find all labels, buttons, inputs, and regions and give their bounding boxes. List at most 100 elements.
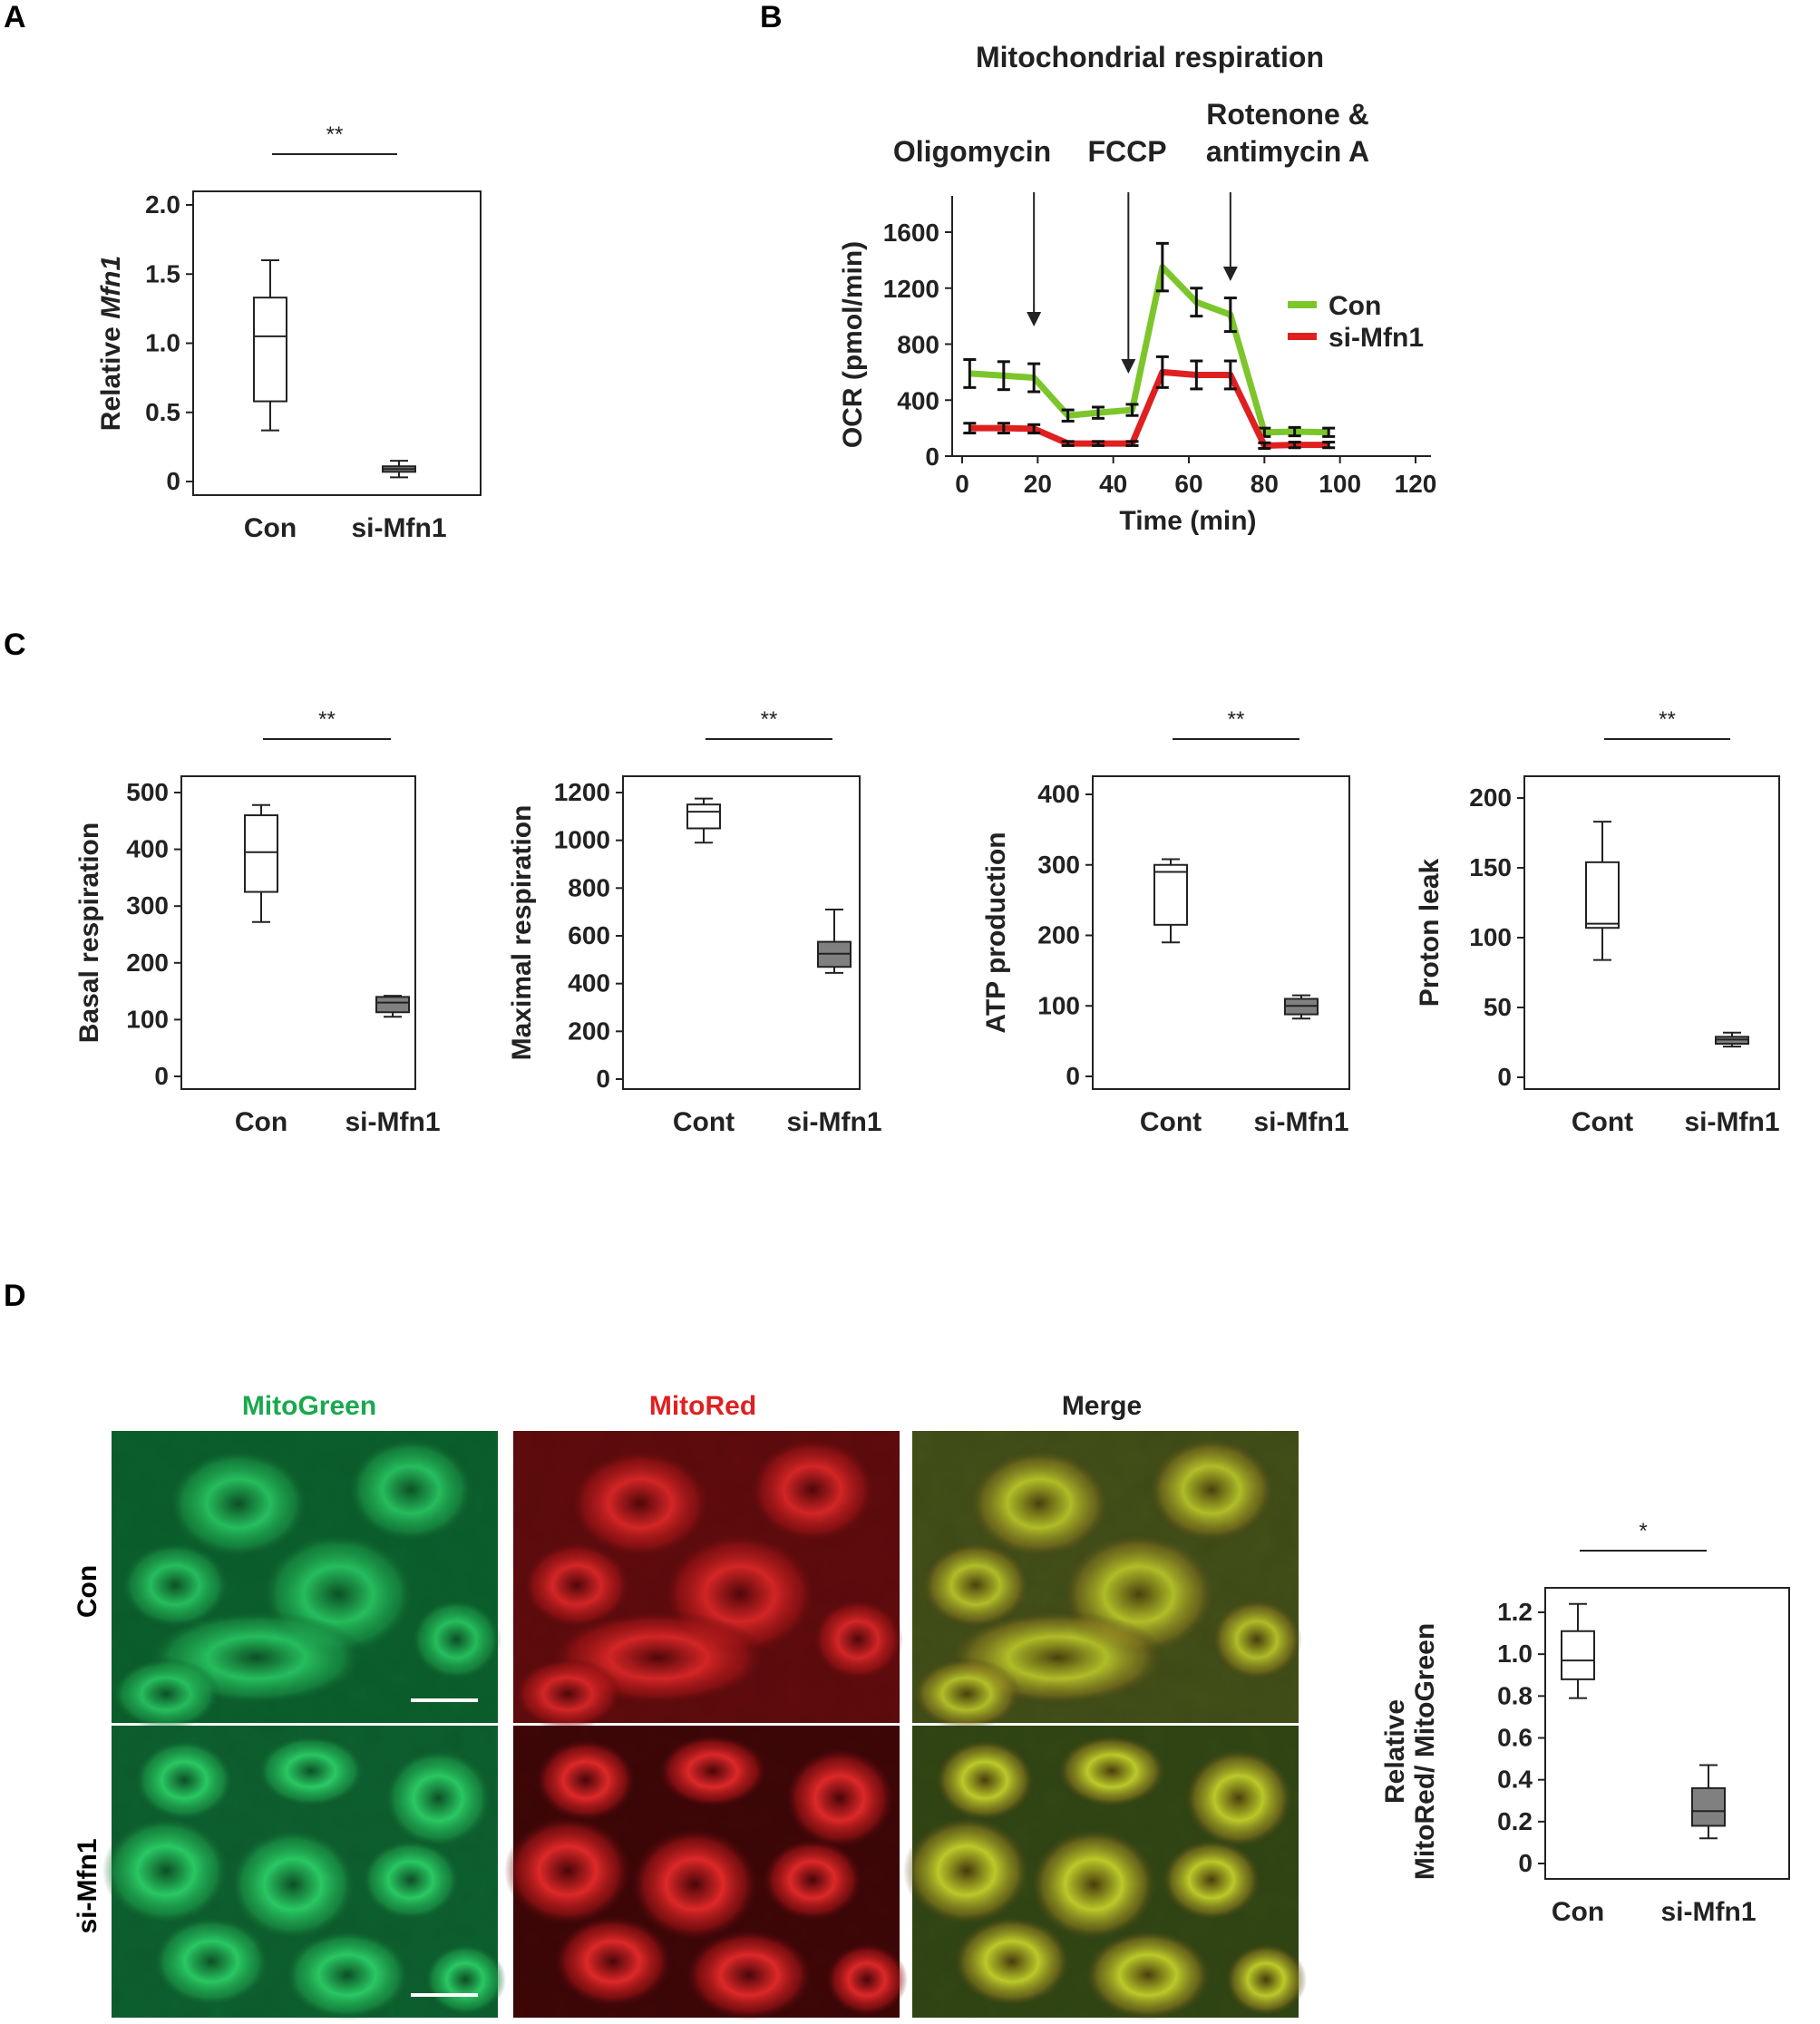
y-axis-label-line1: Relative: [1380, 1699, 1410, 1804]
series-line: [969, 368, 1329, 449]
y-tick-label: 0: [596, 1065, 610, 1093]
micrograph-merge-con: [912, 1431, 1302, 1730]
box: [244, 814, 278, 893]
category-label: si-Mfn1: [1661, 1897, 1757, 1927]
arrow-head: [1027, 312, 1042, 326]
category-label: si-Mfn1: [346, 1107, 441, 1137]
y-tick-label: 100: [126, 1005, 169, 1033]
y-tick-label: 0: [1066, 1062, 1080, 1090]
plot-frame: [622, 775, 861, 1090]
plot-frame: [1523, 775, 1780, 1090]
significance-stars: **: [1228, 707, 1245, 732]
panel-label-a: A: [4, 0, 26, 34]
y-axis-label-line2: MitoRed/ MitoGreen: [1410, 1623, 1440, 1880]
category-label: si-Mfn1: [1685, 1107, 1780, 1137]
y-tick-label: 150: [1469, 853, 1512, 881]
y-tick-label: 50: [1484, 993, 1512, 1021]
y-tick-label: 800: [568, 873, 610, 901]
micrograph-mitogreen-si-mfn1: [102, 1726, 506, 2020]
category-label: Con: [1552, 1897, 1604, 1927]
y-tick-label: 1000: [554, 826, 610, 854]
plot-frame: [192, 190, 482, 496]
row-label-con: Con: [73, 1565, 102, 1618]
panel-label-d: D: [4, 1279, 26, 1313]
y-tick-label: 800: [897, 331, 939, 359]
arrow-head: [1222, 267, 1238, 281]
y-tick-label: 1.0: [145, 329, 180, 357]
x-tick-label: 60: [1174, 470, 1202, 498]
scale-bar: [411, 1698, 478, 1702]
y-tick-label: 1.2: [1497, 1598, 1533, 1626]
panel-label-b: B: [760, 0, 783, 34]
injection-label: Rotenone &: [1206, 98, 1369, 131]
chart-basal-respiration: 0 100 200 300 400 500 Con si-Mfn1 ** Basal respir…: [74, 707, 441, 1137]
y-tick-label: 0: [154, 1062, 169, 1090]
chart-relative-mfn1: 0 0.5 1.0 1.5 2.0 Con si-Mfn1 ** Relative Mfn1: [96, 122, 482, 543]
y-tick-label: 400: [126, 835, 169, 863]
legend-label: si-Mfn1: [1329, 323, 1424, 353]
chart-title: Mitochondrial respiration: [976, 41, 1324, 73]
y-tick-label: 0: [1497, 1063, 1512, 1091]
y-tick-label: 0.5: [145, 398, 180, 426]
significance-stars: *: [1639, 1519, 1647, 1543]
y-tick-label: 0.6: [1497, 1724, 1533, 1752]
category-label: Con: [244, 513, 297, 543]
y-tick-label: 2.0: [145, 190, 180, 219]
y-tick-label: 1600: [883, 219, 939, 247]
micrograph-texture: [912, 1431, 1299, 1723]
y-tick-label: 0: [166, 467, 180, 495]
x-tick-label: 40: [1099, 470, 1127, 498]
y-tick-label: 300: [1037, 851, 1080, 879]
y-tick-label: 0: [925, 443, 939, 471]
y-axis-label: Basal respiration: [74, 822, 104, 1043]
y-tick-label: 0.4: [1497, 1766, 1533, 1794]
x-tick-label: 20: [1024, 470, 1052, 498]
chart-mitored-mitogreen-ratio: 0 0.2 0.4 0.6 0.8 1.0 1.2 Con si-Mfn1 * Relative Mi…: [1380, 1519, 1790, 1927]
y-axis-label: Relative Mfn1: [96, 256, 126, 431]
y-tick-label: 0.2: [1497, 1807, 1533, 1835]
chart-mitochondrial-respiration: Mitochondrial respiration040080012001600…: [838, 41, 1436, 536]
x-tick-label: 100: [1319, 470, 1361, 498]
y-axis-label: ATP production: [981, 832, 1011, 1033]
y-tick-label: 200: [1469, 783, 1512, 812]
column-label-mitored: MitoRed: [649, 1391, 756, 1421]
x-tick-label: 120: [1395, 470, 1437, 498]
significance-stars: **: [326, 122, 344, 147]
y-tick-label: 400: [568, 969, 610, 997]
category-label: Con: [235, 1107, 287, 1137]
injection-label: antimycin A: [1206, 135, 1369, 168]
y-tick-label: 200: [1037, 921, 1080, 949]
y-axis-label-prefix: Relative: [96, 319, 126, 431]
micrograph-mitogreen-con: [112, 1431, 501, 1730]
significance-stars: **: [1659, 707, 1676, 732]
plot-frame: [180, 775, 416, 1090]
y-axis-label: Maximal respiration: [507, 805, 537, 1061]
column-label-merge: Merge: [1062, 1391, 1142, 1421]
arrow-head: [1121, 359, 1136, 374]
y-tick-label: 1200: [883, 275, 939, 303]
x-axis-label: Time (min): [1119, 506, 1256, 536]
category-label: si-Mfn1: [352, 513, 447, 543]
injection-label: FCCP: [1087, 135, 1166, 168]
y-tick-label: 1.0: [1497, 1640, 1533, 1668]
y-axis-label: OCR (pmol/min): [838, 241, 868, 448]
significance-stars: **: [318, 707, 336, 732]
series-line: [969, 264, 1329, 436]
y-tick-label: 300: [126, 891, 169, 920]
micrograph-texture: [112, 1726, 498, 2018]
significance-stars: **: [761, 707, 778, 732]
y-tick-label: 0.8: [1497, 1681, 1533, 1709]
column-label-mitogreen: MitoGreen: [242, 1391, 376, 1421]
y-tick-label: 500: [126, 778, 169, 806]
micrograph-texture: [513, 1726, 900, 2018]
chart-maximal-respiration: 0 200 400 600 800 1000 1200 Cont si-Mfn1 ** Maxima…: [507, 707, 882, 1137]
y-tick-label: 0: [1518, 1849, 1533, 1877]
x-tick-label: 80: [1251, 470, 1279, 498]
micrograph-mitored-con: [513, 1431, 903, 1730]
box: [1691, 1786, 1726, 1827]
plot-frame: [1092, 775, 1350, 1090]
category-label: si-Mfn1: [787, 1107, 882, 1137]
box: [1585, 861, 1620, 929]
y-tick-label: 600: [568, 921, 610, 949]
